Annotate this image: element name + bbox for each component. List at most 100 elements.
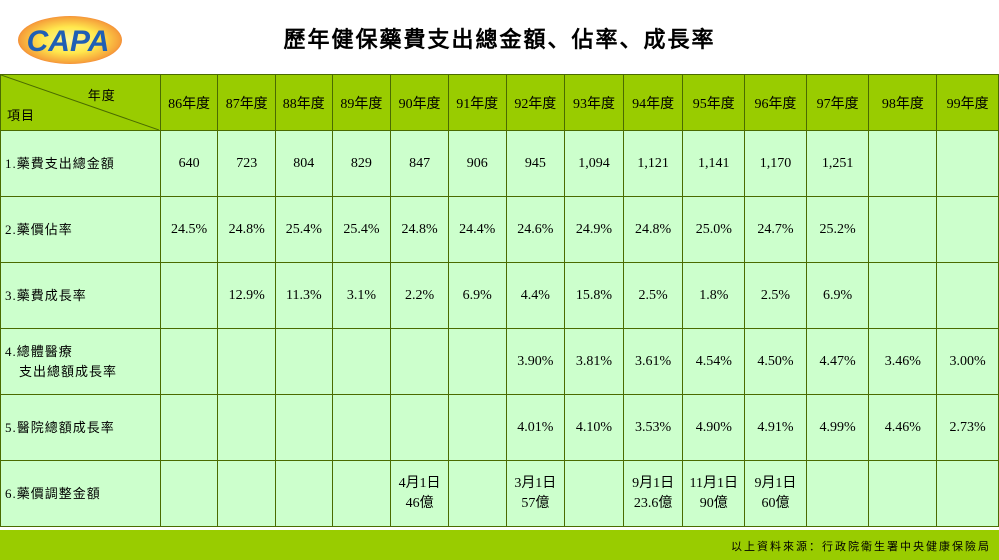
table-cell (275, 394, 333, 461)
row-label: 2.藥價佔率 (0, 196, 161, 263)
table-cell: 2.73% (936, 394, 999, 461)
year-header: 96年度 (744, 74, 807, 131)
cell-value: 11.3% (285, 287, 322, 303)
year-header: 86年度 (159, 74, 219, 131)
table-cell: 24.7% (744, 196, 807, 263)
row-label: 5.醫院總額成長率 (0, 394, 161, 461)
cell-value: 4.91% (757, 419, 794, 435)
table-cell: 1,251 (805, 130, 870, 197)
cell-value: 25.4% (343, 221, 380, 237)
table-cell: 4.91% (744, 394, 807, 461)
table-cell: 9月1日 23.6億 (622, 460, 684, 527)
table-cell (936, 460, 999, 527)
table-cell (159, 394, 219, 461)
cell-value: 2.73% (949, 419, 986, 435)
table-row: 6.藥價調整金額 4月1日 46億 3月1日 57億 9月1日 23.6億 11月1日 90億 9… (0, 460, 999, 527)
table-cell: 847 (390, 130, 449, 197)
cell-value: 46億 (405, 495, 434, 511)
drug-expense-table: 年度 項目 86年度 87年度 88年度 89年度 90年度 91年度 92年度 93年度 94… (0, 74, 999, 527)
table-cell: 4.54% (682, 328, 746, 395)
table-cell: 1,170 (744, 130, 807, 197)
table-row: 4.總體醫療 支出總額成長率 3.90% 3.81% 3.61% 4.54% 4.50% 4… (0, 328, 999, 395)
diagonal-line (1, 75, 159, 130)
cell-value: 24.5% (170, 221, 208, 237)
cell-value: 24.8% (635, 221, 672, 237)
cell-value: 6.9% (462, 287, 492, 303)
cell-value: 25.2% (819, 221, 856, 237)
table-cell: 25.0% (682, 196, 746, 263)
cell-value: 24.4% (459, 221, 496, 237)
cell-value: 3.1% (346, 287, 377, 303)
table-cell: 24.9% (564, 196, 624, 263)
table-cell (331, 328, 392, 395)
cell-value: 4.99% (819, 419, 856, 435)
table-cell: 723 (217, 130, 276, 197)
table-cell (275, 328, 333, 395)
table-cell (868, 130, 938, 197)
table-cell (275, 460, 333, 527)
table-cell: 24.8% (390, 196, 449, 263)
table-cell: 24.5% (159, 196, 219, 263)
table-cell: 3.53% (622, 394, 684, 461)
cell-value: 3.81% (575, 353, 613, 369)
table-cell: 906 (447, 130, 507, 197)
cell-value: 4.50% (757, 353, 794, 369)
table-row: 5.醫院總額成長率 4.01% 4.10% 3.53% 4.90% 4.91% 4.99% 4… (0, 394, 999, 461)
table-cell: 640 (159, 130, 219, 197)
corner-item-label: 項目 (7, 108, 36, 123)
cell-value: 3.00% (949, 353, 986, 369)
year-header: 89年度 (331, 74, 392, 131)
year-header: 99年度 (936, 74, 999, 131)
cell-value: 4月1日 (398, 475, 441, 491)
table-cell (564, 460, 624, 527)
cell-value: 60億 (761, 495, 790, 511)
table-cell: 4.46% (868, 394, 938, 461)
cell-value: 1,251 (821, 155, 854, 171)
table-cell (217, 328, 276, 395)
cell-value: 3月1日 (514, 475, 557, 491)
row-label: 3.藥費成長率 (0, 262, 161, 329)
table-cell: 24.8% (622, 196, 684, 263)
row-label-line: 6.藥價調整金額 (5, 485, 101, 501)
cell-value: 945 (524, 155, 546, 171)
table-cell: 945 (505, 130, 566, 197)
table-cell: 25.2% (805, 196, 870, 263)
row-label-line: 支出總額成長率 (5, 363, 118, 379)
table-cell: 3.90% (505, 328, 566, 395)
row-label-line: 3.藥費成長率 (5, 287, 87, 303)
table-cell: 4.99% (805, 394, 870, 461)
cell-value: 23.6億 (633, 495, 673, 511)
source-note: 以上資料來源：行政院衛生署中央健康保險局 (731, 540, 991, 553)
cell-value: 1,094 (578, 155, 610, 171)
table-row: 1.藥費支出總金額 640 723 804 829 847 906 945 1,094 1,121… (0, 130, 999, 197)
table-cell: 2.5% (744, 262, 807, 329)
table-cell (217, 460, 276, 527)
cell-value: 1,141 (698, 155, 730, 171)
table-cell: 3月1日 57億 (505, 460, 566, 527)
table-cell (936, 196, 999, 263)
cell-value: 640 (178, 155, 200, 171)
table-row: 3.藥費成長率 12.9% 11.3% 3.1% 2.2% 6.9% 4.4% 15.8% 2.… (0, 262, 999, 329)
cell-value: 1.8% (699, 287, 729, 303)
table-cell: 25.4% (275, 196, 333, 263)
table-cell (217, 394, 276, 461)
table-cell: 1.8% (682, 262, 746, 329)
cell-value: 3.53% (635, 419, 672, 435)
row-label: 1.藥費支出總金額 (0, 130, 161, 197)
svg-text:CAPA: CAPA (27, 25, 110, 58)
table-cell: 3.1% (331, 262, 392, 329)
cell-value: 24.8% (401, 221, 438, 237)
year-header: 95年度 (682, 74, 746, 131)
header: CAPA 歷年健保藥費支出總金額、佔率、成長率 (0, 0, 999, 74)
table-cell: 4.90% (682, 394, 746, 461)
table-cell (868, 262, 938, 329)
table-cell (390, 328, 449, 395)
cell-value: 847 (409, 155, 431, 171)
row-label: 4.總體醫療 支出總額成長率 (0, 328, 161, 395)
cell-value: 25.0% (695, 221, 732, 237)
cell-value: 24.8% (228, 221, 265, 237)
table-cell (936, 130, 999, 197)
table-cell: 4月1日 46億 (390, 460, 449, 527)
table-cell: 829 (331, 130, 392, 197)
cell-value: 723 (236, 155, 258, 171)
